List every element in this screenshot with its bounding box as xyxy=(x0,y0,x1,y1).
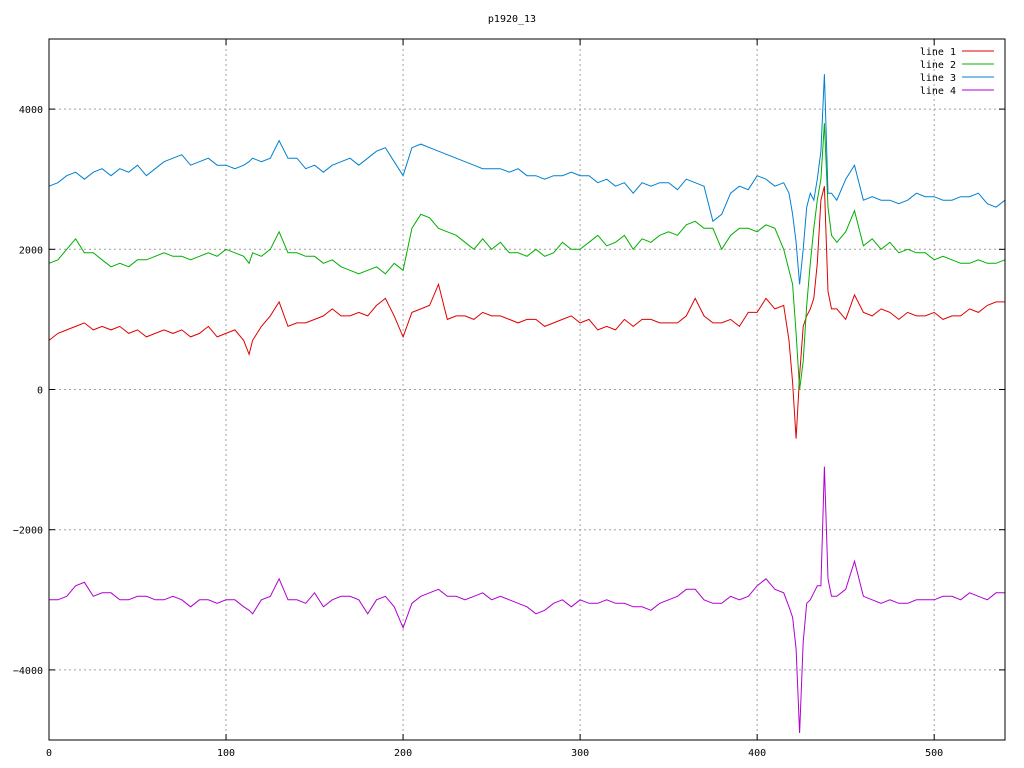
x-tick-label: 400 xyxy=(748,748,766,759)
chart-title: p1920_13 xyxy=(488,14,536,25)
x-tick-label: 500 xyxy=(925,748,943,759)
y-tick-label: 4000 xyxy=(19,105,43,116)
legend-entry-label: line 1 xyxy=(920,47,956,58)
y-tick-label: −4000 xyxy=(13,666,43,677)
legend-entry-label: line 3 xyxy=(920,73,956,84)
y-tick-label: 2000 xyxy=(19,245,43,256)
legend-entry-label: line 2 xyxy=(920,60,956,71)
axis-ticks: 0 100 200 300 400 500 −4000 −2000 0 2000 4000 xyxy=(13,39,1005,759)
plot-series xyxy=(48,74,1006,734)
x-tick-label: 200 xyxy=(394,748,412,759)
y-tick-label: 0 xyxy=(37,386,43,397)
x-tick-label: 300 xyxy=(571,748,589,759)
grid xyxy=(49,39,1005,740)
x-tick-label: 0 xyxy=(46,748,52,759)
series-line-4 xyxy=(49,466,1005,734)
series-line-2 xyxy=(48,123,1006,390)
series-line-3 xyxy=(48,74,1006,285)
legend: line 1 line 2 line 3 line 4 xyxy=(920,47,994,97)
legend-entry-label: line 4 xyxy=(920,86,956,97)
y-tick-label: −2000 xyxy=(13,526,43,537)
series-line-1 xyxy=(48,186,1005,439)
x-tick-label: 100 xyxy=(217,748,235,759)
plot-frame xyxy=(48,38,1006,741)
